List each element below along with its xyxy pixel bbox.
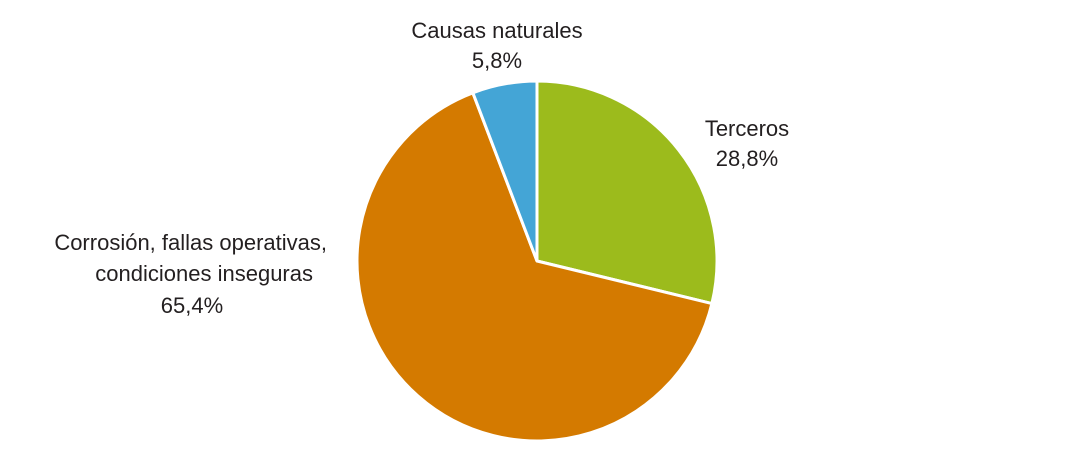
pie-slices: [355, 79, 719, 443]
slice-label-corrosion-line2: condiciones inseguras: [95, 261, 313, 286]
slice-label-corrosion-line1: Corrosión, fallas operativas,: [54, 230, 327, 255]
pie-slice-terceros: [535, 79, 719, 306]
slice-value-corrosion: 65,4%: [161, 293, 223, 318]
slice-value-causas-naturales: 5,8%: [472, 48, 522, 73]
slice-label-causas-naturales: Causas naturales: [411, 18, 582, 43]
pie-slice-corrosion: [355, 91, 714, 443]
slice-label-terceros: Terceros: [705, 116, 789, 141]
slice-value-terceros: 28,8%: [716, 146, 778, 171]
pie-slice-causas-naturales: [471, 79, 539, 263]
